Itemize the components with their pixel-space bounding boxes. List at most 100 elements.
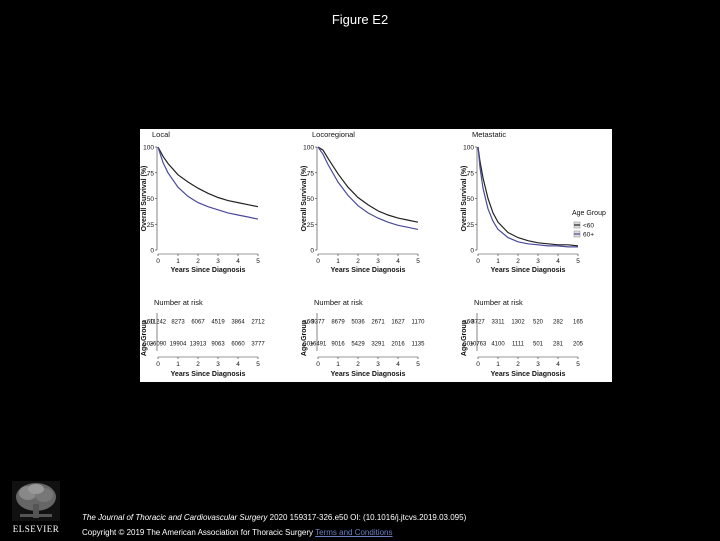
y-tick-label-0-3: 75 (147, 170, 155, 177)
panel-title-0: Local (152, 130, 170, 139)
risk-count-1-1-1: 9016 (331, 342, 345, 348)
survival-x-axis-label-0: Years Since Diagnosis (171, 267, 246, 274)
legend-title: Age Group (572, 210, 606, 217)
risk-count-2-0-5: 165 (573, 320, 584, 326)
risk-x-tick-label-1-1: 1 (336, 361, 340, 368)
risk-count-1-0-5: 1170 (412, 320, 426, 326)
citation-journal: The Journal of Thoracic and Cardiovascul… (82, 513, 268, 522)
y-tick-label-1-0: 0 (310, 248, 314, 255)
risk-y-axis-label-0: Age Group (141, 320, 148, 356)
y-tick-label-2-3: 75 (467, 170, 475, 177)
x-tick-label-0-5: 5 (256, 258, 260, 265)
risk-group-label-0-1: 60+ (143, 341, 154, 348)
risk-x-tick-label-0-1: 1 (176, 361, 180, 368)
x-tick-label-0-4: 4 (236, 258, 240, 265)
risk-group-label-1-1: 60+ (303, 341, 314, 348)
risk-y-axis-label-1: Age Group (301, 320, 308, 356)
risk-group-label-1-0: <60 (303, 319, 314, 326)
risk-group-label-2-0: <60 (463, 319, 474, 326)
x-tick-label-1-3: 3 (376, 258, 380, 265)
risk-count-2-1-4: 281 (553, 342, 564, 348)
x-tick-label-0-1: 1 (176, 258, 180, 265)
risk-count-1-0-0: 9377 (311, 320, 325, 326)
risk-x-axis-label-1: Years Since Diagnosis (331, 371, 406, 378)
y-tick-label-1-1: 25 (307, 222, 315, 229)
risk-title-1: Number at risk (314, 298, 363, 307)
x-tick-label-1-4: 4 (396, 258, 400, 265)
tree-icon (12, 481, 60, 521)
risk-count-2-0-4: 282 (553, 320, 564, 326)
y-tick-label-2-2: 50 (467, 196, 475, 203)
risk-x-tick-label-0-0: 0 (156, 361, 160, 368)
risk-count-0-0-5: 2712 (251, 320, 265, 326)
risk-count-1-1-4: 2016 (391, 342, 405, 348)
risk-x-tick-label-1-4: 4 (396, 361, 400, 368)
risk-count-2-1-5: 205 (573, 342, 584, 348)
y-tick-label-0-2: 50 (147, 196, 155, 203)
risk-x-tick-label-1-2: 2 (356, 361, 360, 368)
y-tick-label-1-3: 75 (307, 170, 315, 177)
copyright-line: Copyright © 2019 The American Associatio… (82, 528, 393, 537)
risk-x-tick-label-1-0: 0 (316, 361, 320, 368)
x-tick-label-0-0: 0 (156, 258, 160, 265)
risk-count-2-0-2: 1302 (511, 320, 525, 326)
survival-figure: Local Overall Survival (%) 0 25 50 75 100 0 1 2 3 4… (140, 129, 612, 382)
survival-x-axis-label-1: Years Since Diagnosis (331, 267, 406, 274)
survival-y-axis-label-0: Overall Survival (%) (141, 166, 148, 232)
risk-count-2-1-3: 501 (533, 342, 544, 348)
survival-curve-0-1 (157, 146, 259, 220)
risk-x-tick-label-2-1: 1 (496, 361, 500, 368)
x-tick-label-1-5: 5 (416, 258, 420, 265)
risk-x-tick-label-0-4: 4 (236, 361, 240, 368)
x-tick-label-2-2: 2 (516, 258, 520, 265)
risk-y-axis-label-2: Age Group (461, 320, 468, 356)
y-tick-label-1-2: 50 (307, 196, 315, 203)
risk-count-0-0-1: 8273 (171, 320, 185, 326)
survival-y-axis-label-2: Overall Survival (%) (461, 166, 468, 232)
x-tick-label-2-3: 3 (536, 258, 540, 265)
elsevier-logo: ELSEVIER (6, 478, 66, 536)
risk-x-tick-label-2-5: 5 (576, 361, 580, 368)
risk-x-tick-label-2-3: 3 (536, 361, 540, 368)
risk-x-tick-label-1-3: 3 (376, 361, 380, 368)
risk-title-2: Number at risk (474, 298, 523, 307)
risk-x-axis-label-0: Years Since Diagnosis (171, 371, 246, 378)
citation-details: 2020 159317-326.e50 OI: (10.1016/j.jtcvs… (267, 513, 467, 522)
terms-link[interactable]: Terms and Conditions (315, 528, 393, 537)
x-tick-label-1-2: 2 (356, 258, 360, 265)
y-tick-label-1-4: 100 (303, 145, 314, 152)
risk-count-0-1-2: 13913 (190, 342, 207, 348)
x-tick-label-0-3: 3 (216, 258, 220, 265)
risk-count-0-0-3: 4519 (211, 320, 225, 326)
risk-count-1-1-5: 1135 (412, 342, 426, 348)
risk-count-0-1-4: 6060 (231, 342, 245, 348)
survival-curve-2-1 (477, 146, 578, 248)
risk-x-axis-label-2: Years Since Diagnosis (491, 371, 566, 378)
risk-x-tick-label-2-0: 0 (476, 361, 480, 368)
y-tick-label-0-0: 0 (150, 248, 154, 255)
publisher-name: ELSEVIER (13, 524, 60, 534)
risk-count-0-0-2: 6067 (191, 320, 205, 326)
citation-line: The Journal of Thoracic and Cardiovascul… (82, 513, 466, 522)
y-tick-label-0-1: 25 (147, 222, 155, 229)
risk-count-0-1-5: 3777 (251, 342, 265, 348)
risk-count-2-0-0: 8727 (471, 320, 485, 326)
survival-curve-1-0 (317, 146, 419, 223)
risk-group-label-0-0: <60 (143, 319, 154, 326)
risk-x-tick-label-2-4: 4 (556, 361, 560, 368)
risk-title-0: Number at risk (154, 298, 203, 307)
copyright-text: Copyright © 2019 The American Associatio… (82, 528, 316, 537)
legend-label-0: <60 (583, 223, 594, 230)
y-tick-label-2-0: 0 (470, 248, 474, 255)
risk-group-label-2-1: 60+ (463, 341, 474, 348)
risk-count-1-1-3: 3291 (371, 342, 385, 348)
risk-count-0-0-0: 11242 (150, 320, 167, 326)
risk-count-2-1-2: 1111 (512, 342, 525, 348)
slide-title: Figure E2 (331, 12, 389, 27)
x-tick-label-2-5: 5 (576, 258, 580, 265)
survival-y-axis-label-1: Overall Survival (%) (301, 166, 308, 232)
x-tick-label-2-4: 4 (556, 258, 560, 265)
y-tick-label-2-1: 25 (467, 222, 475, 229)
risk-count-1-0-2: 5036 (351, 320, 365, 326)
